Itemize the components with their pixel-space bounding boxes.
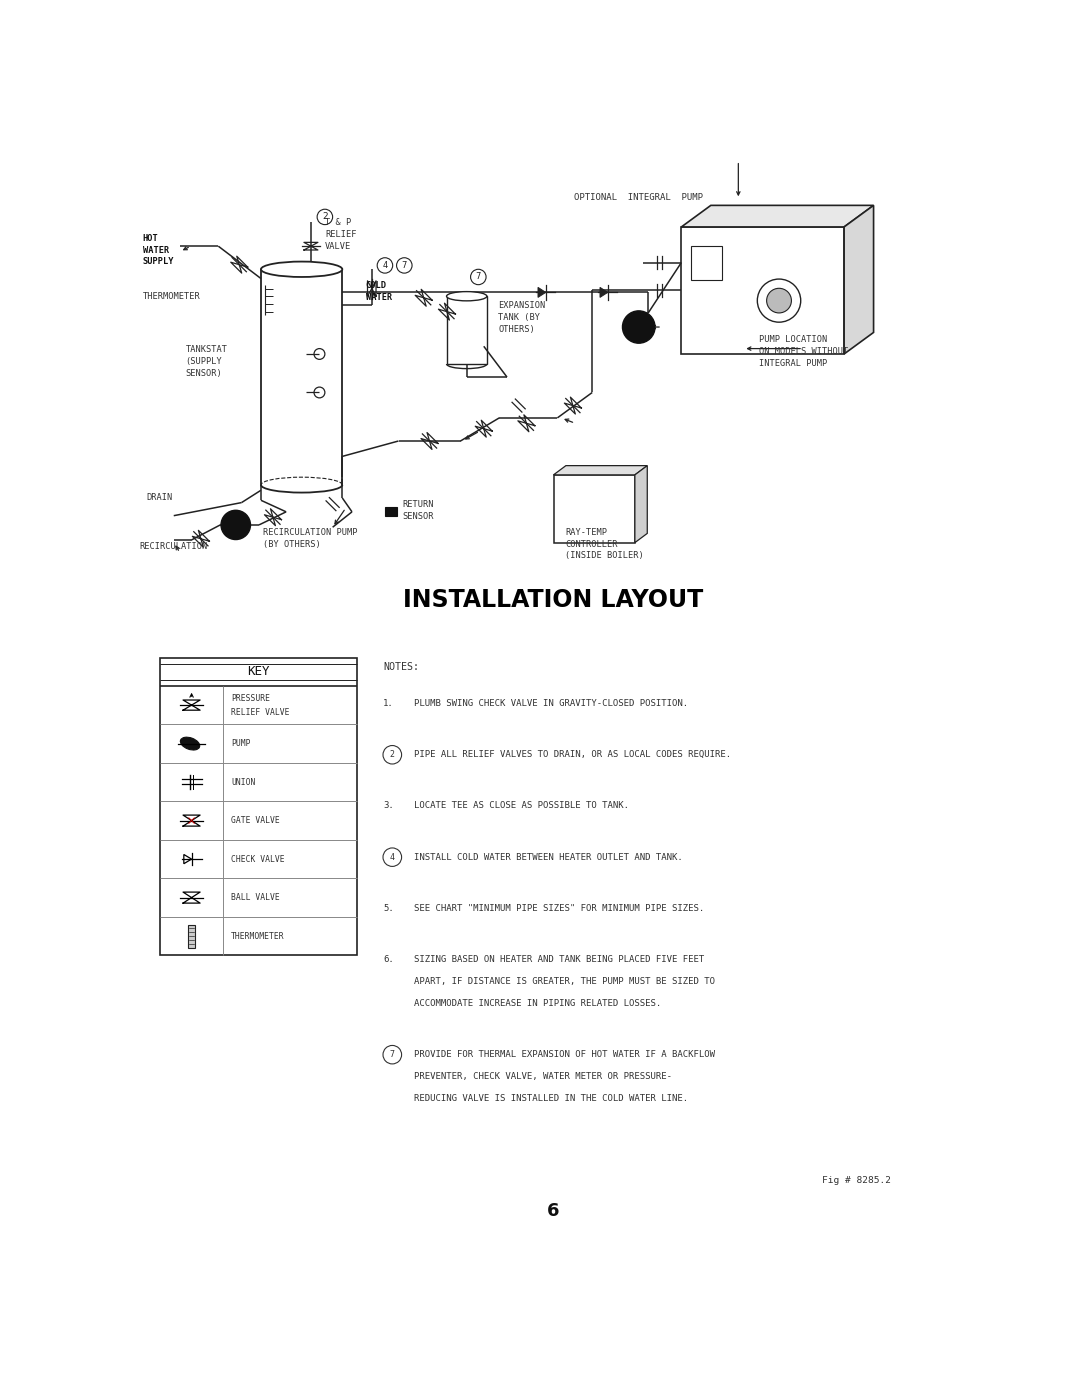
Polygon shape — [188, 925, 195, 947]
Text: EXPANSION
TANK (BY
OTHERS): EXPANSION TANK (BY OTHERS) — [499, 302, 545, 334]
Text: PIPE ALL RELIEF VALVES TO DRAIN, OR AS LOCAL CODES REQUIRE.: PIPE ALL RELIEF VALVES TO DRAIN, OR AS L… — [414, 750, 731, 759]
Text: 6: 6 — [548, 1201, 559, 1220]
Text: GATE VALVE: GATE VALVE — [231, 816, 280, 826]
Polygon shape — [384, 507, 397, 517]
Text: DRAIN: DRAIN — [147, 493, 173, 503]
Polygon shape — [845, 205, 874, 353]
Text: INSTALL COLD WATER BETWEEN HEATER OUTLET AND TANK.: INSTALL COLD WATER BETWEEN HEATER OUTLET… — [414, 852, 683, 862]
Ellipse shape — [180, 738, 200, 750]
Polygon shape — [681, 226, 845, 353]
Text: OPTIONAL  INTEGRAL  PUMP: OPTIONAL INTEGRAL PUMP — [575, 193, 703, 203]
Text: 2: 2 — [322, 212, 327, 221]
Circle shape — [622, 312, 656, 344]
Text: PUMP: PUMP — [231, 739, 251, 749]
Polygon shape — [554, 475, 635, 542]
Ellipse shape — [446, 292, 487, 300]
Text: TANKSTAT
(SUPPLY
SENSOR): TANKSTAT (SUPPLY SENSOR) — [186, 345, 228, 379]
Text: THERMOMETER: THERMOMETER — [143, 292, 201, 300]
Text: Fig # 8285.2: Fig # 8285.2 — [822, 1176, 891, 1185]
Text: RAY-TEMP
CONTROLLER
(INSIDE BOILER): RAY-TEMP CONTROLLER (INSIDE BOILER) — [565, 528, 644, 560]
Text: RECIRCULATION PUMP
(BY OTHERS): RECIRCULATION PUMP (BY OTHERS) — [262, 528, 357, 549]
Text: PRESSURE: PRESSURE — [231, 694, 270, 704]
Polygon shape — [681, 205, 874, 226]
Text: UNION: UNION — [231, 778, 256, 787]
Text: SIZING BASED ON HEATER AND TANK BEING PLACED FIVE FEET: SIZING BASED ON HEATER AND TANK BEING PL… — [414, 956, 704, 964]
Text: RETURN
SENSOR: RETURN SENSOR — [403, 500, 434, 521]
Text: REDUCING VALVE IS INSTALLED IN THE COLD WATER LINE.: REDUCING VALVE IS INSTALLED IN THE COLD … — [414, 1094, 688, 1104]
Text: 6.: 6. — [383, 956, 394, 964]
Text: NOTES:: NOTES: — [383, 662, 419, 672]
Text: THERMOMETER: THERMOMETER — [231, 932, 285, 940]
Circle shape — [767, 288, 792, 313]
Text: 7: 7 — [475, 272, 481, 281]
Text: KEY: KEY — [247, 665, 270, 679]
Polygon shape — [538, 288, 545, 298]
Text: LOCATE TEE AS CLOSE AS POSSIBLE TO TANK.: LOCATE TEE AS CLOSE AS POSSIBLE TO TANK. — [414, 802, 629, 810]
Text: 5.: 5. — [383, 904, 394, 912]
Text: 3.: 3. — [383, 802, 394, 810]
Text: PLUMB SWING CHECK VALVE IN GRAVITY-CLOSED POSITION.: PLUMB SWING CHECK VALVE IN GRAVITY-CLOSE… — [414, 698, 688, 708]
Text: 7: 7 — [390, 1051, 395, 1059]
Text: 7: 7 — [402, 261, 407, 270]
Text: SEE CHART "MINIMUM PIPE SIZES" FOR MINIMUM PIPE SIZES.: SEE CHART "MINIMUM PIPE SIZES" FOR MINIM… — [414, 904, 704, 912]
Text: 4: 4 — [390, 852, 395, 862]
Text: PROVIDE FOR THERMAL EXPANSION OF HOT WATER IF A BACKFLOW: PROVIDE FOR THERMAL EXPANSION OF HOT WAT… — [414, 1051, 715, 1059]
Text: PREVENTER, CHECK VALVE, WATER METER OR PRESSURE-: PREVENTER, CHECK VALVE, WATER METER OR P… — [414, 1071, 672, 1081]
Text: COLD
WATER: COLD WATER — [365, 281, 392, 302]
Text: INSTALLATION LAYOUT: INSTALLATION LAYOUT — [403, 588, 704, 612]
Text: T & P
RELIEF
VALVE: T & P RELIEF VALVE — [325, 218, 356, 251]
Polygon shape — [600, 288, 608, 298]
Text: 4: 4 — [382, 261, 388, 270]
Ellipse shape — [261, 261, 342, 277]
Polygon shape — [554, 465, 647, 475]
Text: CHECK VALVE: CHECK VALVE — [231, 855, 285, 863]
Text: HOT
WATER
SUPPLY: HOT WATER SUPPLY — [143, 233, 174, 267]
Text: RELIEF VALVE: RELIEF VALVE — [231, 707, 289, 717]
Text: 2: 2 — [390, 750, 395, 759]
Text: PUMP LOCATION
ON MODELS WITHOUT
INTEGRAL PUMP: PUMP LOCATION ON MODELS WITHOUT INTEGRAL… — [759, 335, 848, 367]
Polygon shape — [446, 296, 487, 365]
Circle shape — [221, 510, 251, 539]
Polygon shape — [635, 465, 647, 542]
Text: 1.: 1. — [383, 698, 394, 708]
Text: RECIRCULATION: RECIRCULATION — [139, 542, 207, 550]
Text: APART, IF DISTANCE IS GREATER, THE PUMP MUST BE SIZED TO: APART, IF DISTANCE IS GREATER, THE PUMP … — [414, 977, 715, 986]
Text: BALL VALVE: BALL VALVE — [231, 893, 280, 902]
Text: ACCOMMODATE INCREASE IN PIPING RELATED LOSSES.: ACCOMMODATE INCREASE IN PIPING RELATED L… — [414, 999, 661, 1007]
